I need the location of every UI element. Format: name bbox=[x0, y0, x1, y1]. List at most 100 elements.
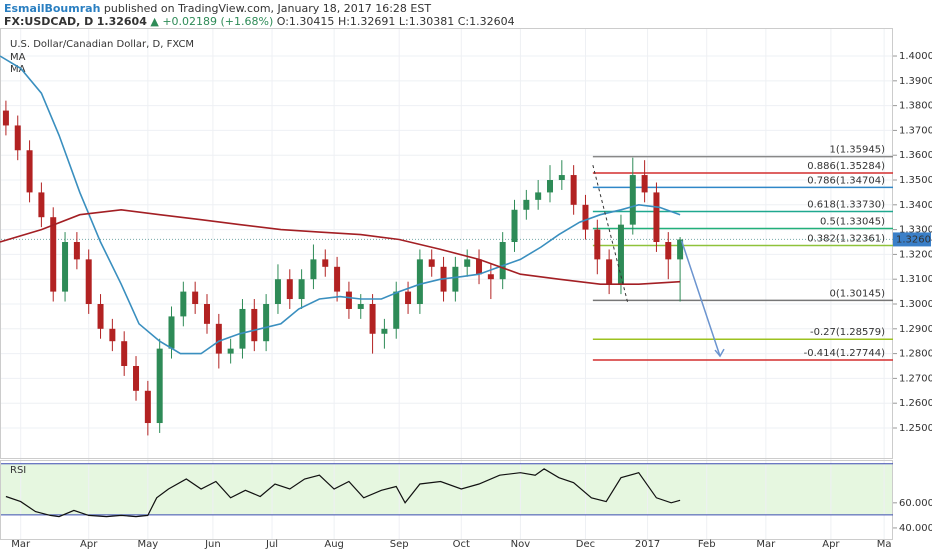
candle-body bbox=[523, 199, 530, 210]
candle-body bbox=[665, 242, 672, 260]
candle-body bbox=[511, 209, 518, 243]
x-tick-label: May bbox=[138, 539, 159, 550]
y-tick-label: 1.25000 bbox=[899, 423, 932, 434]
candle-body bbox=[393, 291, 400, 329]
x-tick-label: Jun bbox=[204, 539, 221, 550]
rsi-title: RSI bbox=[10, 465, 26, 476]
candle-body bbox=[452, 266, 459, 292]
y-tick-label: 1.28000 bbox=[899, 349, 932, 360]
x-tick-label: Apr bbox=[822, 539, 840, 550]
y-tick-label: 1.29000 bbox=[899, 324, 932, 335]
price: 1.32604 bbox=[97, 15, 147, 28]
y-tick-label: 1.30000 bbox=[899, 299, 932, 310]
candle-body bbox=[617, 224, 624, 285]
candle-body bbox=[215, 323, 222, 354]
candle-body bbox=[2, 110, 9, 126]
fib-label: 0.618(1.33730) bbox=[807, 200, 885, 211]
candle-body bbox=[629, 175, 636, 225]
candle-body bbox=[677, 239, 684, 260]
candle-body bbox=[405, 291, 412, 305]
y-tick-label: 1.32000 bbox=[899, 249, 932, 260]
fib-label: 0.382(1.32361) bbox=[807, 233, 885, 244]
candle-body bbox=[310, 259, 317, 280]
candle-body bbox=[121, 341, 128, 366]
legend-entry: MA bbox=[10, 64, 26, 75]
y-tick-label: 1.34000 bbox=[899, 200, 932, 211]
fib-label: 1(1.35945) bbox=[829, 145, 885, 156]
candle-body bbox=[594, 229, 601, 260]
x-tick-label: 2017 bbox=[635, 539, 660, 550]
y-tick-label: 1.35000 bbox=[899, 175, 932, 186]
y-tick-label: 1.38000 bbox=[899, 101, 932, 112]
candle-body bbox=[558, 175, 565, 181]
fib-label: 0.886(1.35284) bbox=[807, 161, 885, 172]
y-tick-label: 1.36000 bbox=[899, 150, 932, 161]
candle-body bbox=[641, 175, 648, 193]
y-tick-label: 1.39000 bbox=[899, 76, 932, 87]
x-tick-label: Apr bbox=[80, 539, 98, 550]
x-tick-label: Sep bbox=[390, 539, 409, 550]
candle-body bbox=[487, 274, 494, 280]
close: C:1.32604 bbox=[458, 15, 515, 28]
y-tick-label: 1.31000 bbox=[899, 274, 932, 285]
high: H:1.32691 bbox=[338, 15, 395, 28]
candle-body bbox=[73, 242, 80, 260]
candle-body bbox=[192, 291, 199, 305]
ma-line bbox=[0, 55, 681, 355]
y-tick-label: 1.27000 bbox=[899, 373, 932, 384]
candle-body bbox=[381, 328, 388, 334]
y-tick-label: 1.40000 bbox=[899, 51, 932, 62]
low: L:1.30381 bbox=[399, 15, 454, 28]
rsi-panel bbox=[0, 460, 893, 540]
x-tick-label: Nov bbox=[511, 539, 531, 550]
candle-body bbox=[50, 217, 57, 292]
candle-body bbox=[416, 259, 423, 305]
candle-body bbox=[274, 279, 281, 305]
last-price-box bbox=[893, 232, 931, 247]
rsi-tick-label: 60.0000 bbox=[899, 498, 932, 509]
candle-body bbox=[38, 192, 45, 218]
x-tick-label: Oct bbox=[453, 539, 470, 550]
fib-label: 0(1.30145) bbox=[829, 288, 885, 299]
legend-entry: MA bbox=[10, 52, 26, 63]
candle-body bbox=[369, 304, 376, 334]
candle-body bbox=[26, 150, 33, 193]
candle-body bbox=[582, 204, 589, 230]
ma-line bbox=[0, 208, 681, 285]
candle-body bbox=[156, 348, 163, 424]
published: published on TradingView.com, January 18… bbox=[104, 2, 431, 15]
candle-body bbox=[14, 125, 21, 151]
x-tick-label: Feb bbox=[698, 539, 716, 550]
y-tick-label: 1.26000 bbox=[899, 398, 932, 409]
candle-body bbox=[357, 304, 364, 309]
arrow-head bbox=[714, 348, 725, 358]
candle-body bbox=[298, 279, 305, 300]
chart-title: U.S. Dollar/Canadian Dollar, D, FXCM bbox=[10, 39, 194, 50]
candle-body bbox=[239, 308, 246, 349]
x-tick-label: Aug bbox=[324, 539, 344, 550]
candle-body bbox=[535, 192, 542, 200]
candle-body bbox=[499, 242, 506, 280]
candle-body bbox=[345, 291, 352, 309]
candle-body bbox=[144, 390, 151, 424]
candle-body bbox=[85, 259, 92, 305]
symbol: FX:USDCAD, D bbox=[4, 15, 93, 28]
x-tick-label: Jul bbox=[265, 539, 278, 550]
candle-body bbox=[168, 316, 175, 349]
rsi-line bbox=[5, 468, 681, 518]
header-line: EsmailBoumrah published on TradingView.c… bbox=[4, 2, 431, 15]
candle-body bbox=[428, 259, 435, 267]
candle-body bbox=[464, 259, 471, 267]
quote-line: FX:USDCAD, D 1.32604 ▲ +0.02189 (+1.68%)… bbox=[4, 15, 515, 28]
price-panel bbox=[0, 28, 893, 459]
candle-body bbox=[653, 192, 660, 243]
candle-body bbox=[322, 259, 329, 267]
candle-body bbox=[476, 259, 483, 275]
candle-body bbox=[62, 242, 69, 292]
candle-body bbox=[334, 266, 341, 292]
candle-body bbox=[97, 304, 104, 329]
candle-body bbox=[180, 291, 187, 317]
candle-body bbox=[606, 259, 613, 285]
candle-body bbox=[263, 304, 270, 342]
